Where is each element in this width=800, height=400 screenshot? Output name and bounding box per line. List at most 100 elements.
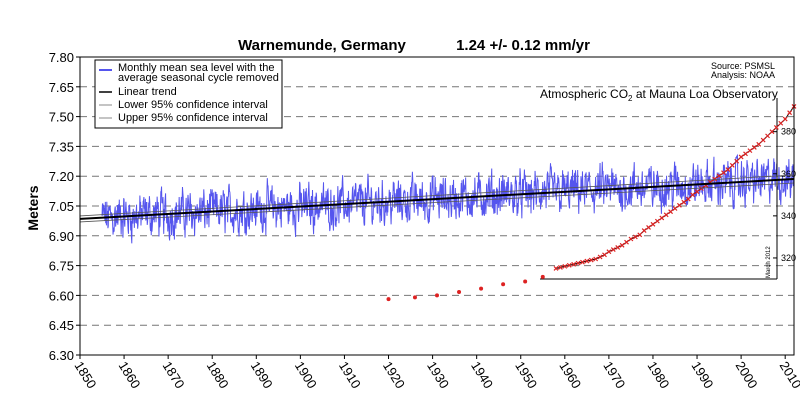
co2-point (566, 262, 572, 268)
inset-title-subscript: 2 (628, 94, 633, 103)
co2-point (650, 221, 656, 227)
co2-point (782, 116, 788, 122)
co2-early-point (412, 295, 417, 300)
y-tick-label: 6.90 (49, 229, 74, 244)
co2-point (773, 125, 779, 130)
co2-point (716, 173, 722, 179)
co2-point (615, 245, 621, 250)
legend-box (94, 59, 283, 129)
co2-early-point (523, 279, 528, 284)
co2-point (699, 186, 704, 191)
co2-point (672, 206, 678, 211)
inset-title-main: Atmospheric CO (540, 87, 628, 101)
inset-y-tick-labels: 320 340 360 380 (773, 127, 796, 263)
co2-point (610, 247, 616, 252)
co2-point (659, 215, 665, 221)
analysis-text: Analysis: NOAA (711, 70, 775, 80)
inset-title: Atmospheric CO2 at Mauna Loa Observatory (540, 87, 778, 103)
co2-point (628, 236, 634, 242)
co2-point (747, 148, 753, 154)
co2-point (654, 218, 660, 224)
co2-point (663, 212, 669, 218)
y-tick-label: 7.05 (49, 199, 74, 214)
co2-point (738, 154, 744, 160)
y-tick-label: 7.80 (49, 50, 74, 65)
co2-point (751, 145, 757, 150)
co2-point (721, 170, 726, 176)
legend-label-upper: Upper 95% confidence interval (118, 112, 268, 124)
y-tick-label: 6.45 (49, 318, 74, 333)
co2-point (676, 202, 682, 208)
inset-y-tick-label: 360 (781, 169, 796, 179)
co2-point (641, 228, 647, 234)
y-tick-label: 6.30 (49, 348, 74, 363)
y-tick-label: 7.50 (49, 110, 74, 125)
co2-point (685, 196, 691, 202)
legend-label-lower: Lower 95% confidence interval (118, 99, 268, 111)
co2-point (593, 256, 599, 262)
source-text: Source: PSMSL (711, 61, 775, 71)
co2-point (765, 133, 770, 139)
y-tick-label: 7.35 (49, 139, 74, 154)
legend-label-monthly-2: average seasonal cycle removed (118, 72, 279, 84)
co2-series (553, 103, 797, 271)
co2-point (562, 263, 568, 269)
co2-early-point (435, 293, 439, 298)
co2-point (553, 266, 559, 271)
y-tick-label: 7.65 (49, 80, 74, 95)
inset-y-tick-label: 340 (781, 211, 796, 221)
co2-point (624, 239, 629, 245)
co2-point (787, 110, 793, 116)
co2-early-point (501, 282, 506, 287)
co2-point (690, 192, 696, 198)
co2-point (743, 151, 748, 157)
co2-point (637, 232, 643, 238)
co2-point (694, 189, 700, 195)
co2-point (580, 259, 585, 265)
lower-ci-line (79, 182, 795, 223)
co2-point (575, 260, 581, 266)
y-tick-label: 6.75 (49, 259, 74, 274)
co2-point (729, 162, 735, 168)
legend-label-monthly-1: Monthly mean sea level with the (118, 62, 275, 74)
plot-border (79, 56, 795, 356)
monthly-mean-series (101, 153, 795, 244)
co2-point (588, 257, 594, 263)
co2-early-point (540, 274, 545, 279)
legend: Monthly mean sea level with the average … (94, 59, 283, 129)
legend-label-trend: Linear trend (118, 86, 177, 98)
y-axis-label: Meters (25, 185, 41, 230)
trend-lines (79, 174, 795, 223)
co2-point (681, 199, 687, 205)
inset-title-rest: at Mauna Loa Observatory (632, 87, 777, 101)
co2-point (712, 176, 718, 182)
monthly-mean-line (101, 153, 795, 244)
co2-early-point (457, 290, 462, 295)
chart-subtitle: 1.24 +/- 0.12 mm/yr (456, 37, 590, 54)
co2-point (668, 209, 674, 215)
co2-early-point (386, 297, 391, 302)
co2-point (769, 129, 775, 135)
co2-point (606, 249, 612, 255)
co2-point (557, 264, 563, 270)
co2-point (734, 158, 740, 164)
chart-title: Warnemunde, Germany (238, 37, 406, 54)
inset-y-tick-label: 380 (781, 127, 796, 137)
co2-early-points (386, 274, 545, 302)
co2-point (760, 137, 766, 143)
linear-trend-line (79, 177, 795, 220)
co2-point (646, 225, 651, 230)
co2-point (778, 120, 784, 126)
inset-y-tick-label: 320 (781, 253, 796, 263)
co2-point (619, 242, 625, 248)
co2-point (632, 234, 638, 240)
co2-point (756, 141, 762, 147)
y-tick-labels: 6.30 6.45 6.60 6.75 6.90 7.05 7.20 7.35 7.50 7.65… (49, 50, 74, 363)
co2-point (602, 252, 607, 258)
co2-point (725, 167, 731, 172)
inset-side-note: March 2012 (766, 246, 772, 278)
co2-point (571, 261, 577, 267)
co2-point (597, 254, 603, 260)
co2-early-point (479, 286, 484, 291)
